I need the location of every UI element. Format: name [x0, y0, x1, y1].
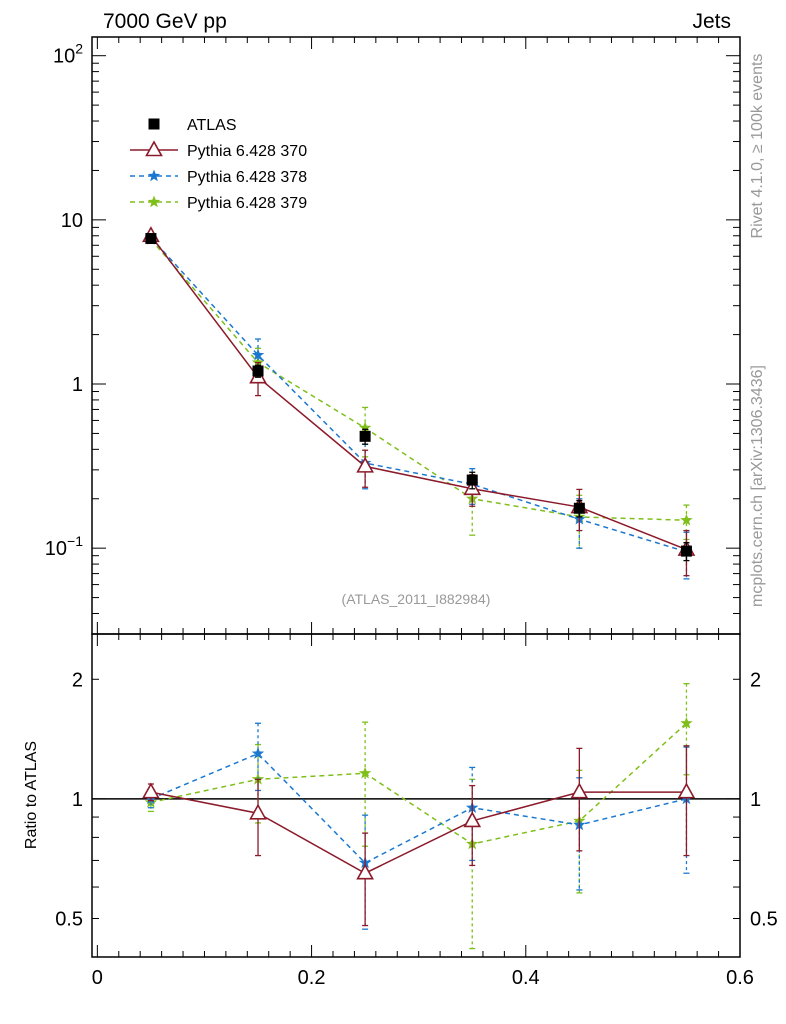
legend-marker-pythia-6-428-370: [145, 140, 163, 157]
y-tick-label-right: 2: [750, 669, 761, 691]
legend-marker-atlas: [148, 118, 160, 130]
x-tick-label: 0.4: [512, 967, 540, 989]
ratio-frame: [91, 633, 741, 958]
data-point: [680, 545, 692, 557]
y-tick-label: 102: [53, 41, 83, 68]
y-tick-label: 2: [72, 669, 83, 691]
legend-marker-pythia-6-428-379: [147, 195, 161, 208]
y-tick-label: 1: [72, 374, 83, 396]
data-point: [251, 747, 265, 759]
rivet-version-label: Rivet 4.1.0, ≥ 100k events: [749, 54, 766, 239]
header-right-label: Jets: [692, 10, 731, 33]
data-point: [144, 795, 158, 808]
legend-marker-pythia-6-428-378: [147, 169, 161, 182]
ratio-line-pythia-6-428-378: [150, 752, 687, 864]
main-line-pythia-6-428-378: [150, 237, 687, 553]
data-point: [356, 456, 374, 473]
data-point: [570, 782, 589, 799]
ratio-axes: [91, 633, 741, 958]
legend-label-p370: Pythia 6.428 370: [187, 143, 307, 160]
data-point: [677, 782, 696, 799]
main-line-pythia-6-428-379: [150, 238, 687, 521]
ratio-ylabel: Ratio to ATLAS: [23, 741, 40, 849]
header-left-label: 7000 GeV pp: [103, 10, 227, 33]
data-point: [145, 232, 157, 244]
data-point: [358, 421, 372, 434]
data-point: [358, 766, 372, 779]
data-point: [573, 502, 585, 514]
data-point: [359, 430, 371, 442]
y-tick-label-right: 0.5: [750, 908, 778, 930]
y-tick-label: 0.5: [55, 908, 83, 930]
data-point: [252, 365, 264, 377]
x-tick-label: 0: [92, 967, 103, 989]
mcplots-label: mcplots.cern.ch [arXiv:1306.3436]: [749, 365, 766, 607]
y-tick-label: 1: [72, 789, 83, 811]
main-series-atlas: [145, 232, 692, 562]
ratio-series-pythia-6-428-379: [144, 682, 693, 950]
data-point: [463, 811, 482, 828]
ratio-line-pythia-6-428-379: [150, 722, 687, 845]
legend-label-p379: Pythia 6.428 379: [187, 195, 307, 212]
legend-label-atlas: ATLAS: [187, 117, 237, 134]
legend: ATLAS Pythia 6.428 370 Pythia 6.428 378 …: [130, 117, 307, 212]
x-tick-label: 0.2: [298, 967, 326, 989]
analysis-id-label: (ATLAS_2011_I882984): [342, 591, 491, 607]
main-series-pythia-6-428-379: [144, 232, 693, 549]
ratio-series-pythia-6-428-370: [142, 745, 696, 927]
data-point: [249, 803, 267, 820]
data-point: [142, 782, 160, 799]
data-point: [680, 716, 693, 729]
ratio-line-pythia-6-428-370: [150, 791, 687, 875]
main-series-pythia-6-428-370: [142, 226, 696, 577]
data-point: [251, 348, 265, 361]
data-point: [680, 513, 693, 526]
data-point: [466, 474, 478, 486]
y-tick-label-right: 1: [750, 789, 761, 811]
legend-label-p378: Pythia 6.428 378: [187, 169, 307, 186]
x-tick-label: 0.6: [726, 967, 754, 989]
y-tick-label: 10−1: [45, 533, 83, 560]
data-point: [356, 863, 374, 880]
ratio-series-pythia-6-428-378: [144, 722, 693, 930]
main-series-pythia-6-428-378: [144, 231, 693, 580]
main-line-pythia-6-428-370: [150, 235, 687, 551]
y-tick-label: 10: [61, 210, 83, 232]
